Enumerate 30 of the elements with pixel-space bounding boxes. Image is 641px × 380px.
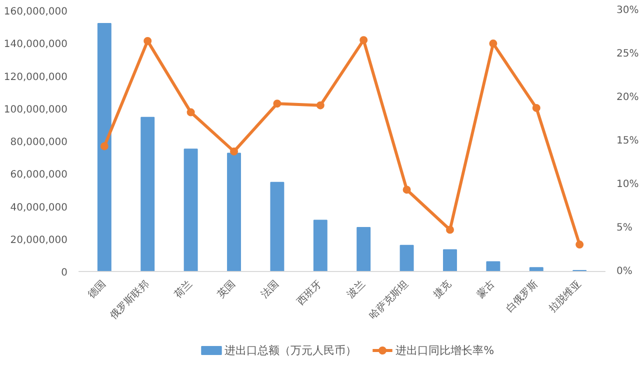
y2-tick-label: 10% xyxy=(616,179,639,190)
x-tick-label: 荷兰 xyxy=(172,278,195,301)
y-tick-label: 20,000,000 xyxy=(10,234,68,246)
y-tick-label: 160,000,000 xyxy=(4,6,68,18)
x-tick-label: 波兰 xyxy=(344,278,368,301)
y-tick-label: 140,000,000 xyxy=(4,39,68,50)
y-tick-label: 0 xyxy=(61,268,68,278)
y2-tick-label: 15% xyxy=(616,136,639,146)
x-tick-label: 捷克 xyxy=(431,278,454,301)
y2-tick-label: 30% xyxy=(616,5,639,16)
x-tick-label: 拉脱维亚 xyxy=(546,278,584,315)
x-tick-label: 法国 xyxy=(258,278,282,301)
legend-label: 进出口同比增长率% xyxy=(396,344,494,357)
x-tick-label: 德国 xyxy=(86,278,108,301)
y2-tick-label: 20% xyxy=(616,92,639,103)
y-tick-label: 60,000,000 xyxy=(10,170,68,181)
y-tick-label: 40,000,000 xyxy=(10,202,68,214)
y-tick-label: 120,000,000 xyxy=(4,72,68,83)
x-tick-label: 西班牙 xyxy=(294,278,324,308)
y2-tick-label: 0% xyxy=(616,266,632,277)
y2-tick-label: 5% xyxy=(616,222,632,234)
x-tick-label: 哈萨克斯坦 xyxy=(366,278,411,322)
x-tick-label: 蒙古 xyxy=(474,278,498,301)
y-tick-label: 100,000,000 xyxy=(4,104,68,116)
y-tick-label: 80,000,000 xyxy=(10,137,68,148)
legend-label: 进出口总额（万元人民币） xyxy=(224,344,357,357)
x-tick-label: 白俄罗斯 xyxy=(504,278,540,315)
y2-tick-label: 25% xyxy=(616,48,639,60)
x-tick-label: 俄罗斯联邦 xyxy=(108,278,152,322)
x-tick-label: 英国 xyxy=(215,278,238,301)
